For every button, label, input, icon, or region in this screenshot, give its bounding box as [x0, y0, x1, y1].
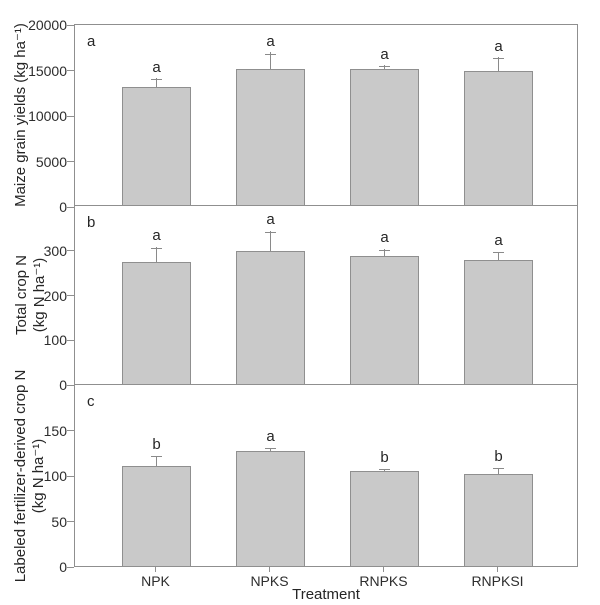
y-tick-label: 200 [43, 287, 67, 304]
bar-RNPKS [350, 471, 419, 566]
y-tick [67, 24, 74, 26]
significance-letter: a [266, 211, 275, 229]
bar-RNPKS [350, 255, 419, 384]
significance-letter: b [380, 448, 389, 466]
bar-RNPKSI [464, 474, 533, 566]
error-bar-cap [151, 456, 162, 458]
y-tick [67, 566, 74, 568]
panel-letter-b: b [87, 214, 96, 231]
y-tick [67, 430, 74, 431]
significance-letter: a [494, 231, 503, 249]
y-tick [67, 295, 74, 296]
y-axis-label-b: Total crop N (kg N ha⁻¹) [13, 254, 48, 336]
y-tick-label: 15000 [28, 62, 67, 79]
panel-letter-c: c [87, 393, 95, 410]
panel-letter-a: a [87, 33, 96, 50]
y-tick-label: 300 [43, 242, 67, 259]
y-tick [67, 161, 74, 162]
significance-letter: a [494, 37, 503, 55]
error-bar-cap [151, 247, 162, 249]
y-tick-label: 0 [59, 377, 67, 393]
y-tick [67, 384, 74, 386]
significance-letter: a [266, 427, 275, 445]
significance-letter: a [380, 229, 389, 247]
significance-letter: a [266, 33, 275, 51]
error-bar-cap [379, 66, 390, 68]
error-bar [498, 56, 499, 72]
error-bar-cap [265, 448, 276, 450]
x-category-label-RNPKSI: RNPKSI [471, 573, 524, 589]
bar-NPK [122, 465, 191, 566]
x-category-label-NPKS: NPKS [250, 573, 289, 589]
significance-letter: a [380, 45, 389, 63]
y-tick-label: 50 [51, 513, 67, 530]
error-bar [270, 447, 271, 452]
significance-letter: b [494, 447, 503, 465]
error-bar-cap [151, 79, 162, 81]
x-tick [269, 567, 270, 572]
y-tick-label: 150 [43, 422, 67, 439]
bar-NPK [122, 86, 191, 205]
significance-letter: a [152, 227, 161, 245]
y-tick-label: 100 [43, 468, 67, 484]
significance-letter: b [152, 435, 161, 453]
error-bar [156, 247, 157, 263]
error-bar-cap [493, 252, 504, 254]
bar-NPKS [236, 69, 305, 205]
y-tick [67, 521, 74, 522]
x-axis-title: Treatment [292, 586, 360, 603]
y-tick-label: 20000 [28, 17, 67, 33]
bar-RNPKS [350, 69, 419, 205]
x-tick [497, 567, 498, 572]
error-bar-cap [493, 468, 504, 470]
y-tick [67, 206, 74, 208]
x-tick [383, 567, 384, 572]
x-category-label-RNPKS: RNPKS [359, 573, 408, 589]
error-bar [384, 249, 385, 256]
error-bar [498, 467, 499, 475]
y-tick [67, 70, 74, 71]
bar-NPKS [236, 250, 305, 384]
panel-b: 0 100 200 300 a a a a b [44, 206, 578, 393]
y-tick [67, 475, 74, 477]
error-bar [156, 455, 157, 466]
y-tick [67, 250, 74, 252]
error-bar [270, 231, 271, 251]
bar-NPKS [236, 451, 305, 566]
bar-RNPKSI [464, 71, 533, 205]
error-bar-cap [493, 58, 504, 60]
y-tick-label: 100 [43, 332, 67, 349]
y-tick-label: 0 [59, 559, 67, 575]
x-category-label-NPK: NPK [141, 573, 170, 589]
error-bar [156, 77, 157, 87]
y-tick-label: 5000 [35, 153, 67, 170]
y-tick [67, 339, 74, 341]
error-bar-cap [265, 53, 276, 55]
significance-letter: a [152, 58, 161, 76]
error-bar-cap [379, 469, 390, 471]
y-tick-label: 10000 [28, 108, 67, 124]
y-tick-label: 0 [59, 199, 67, 215]
panel-a: 0 5000 10000 15000 20000 a a a a a [28, 17, 578, 215]
error-bar-cap [265, 231, 276, 233]
error-bar [270, 52, 271, 70]
bar-NPK [122, 262, 191, 384]
y-axis-label-a: Maize grain yields (kg ha⁻¹) [12, 23, 29, 207]
panel-c: 0 50 100 150 b a b b c [44, 385, 578, 575]
y-axis-label-c: Labeled fertilizer-derived crop N (kg N h… [12, 369, 47, 583]
y-tick [67, 115, 74, 117]
error-bar [498, 252, 499, 260]
error-bar-cap [379, 249, 390, 251]
x-tick [155, 567, 156, 572]
bar-RNPKSI [464, 259, 533, 384]
